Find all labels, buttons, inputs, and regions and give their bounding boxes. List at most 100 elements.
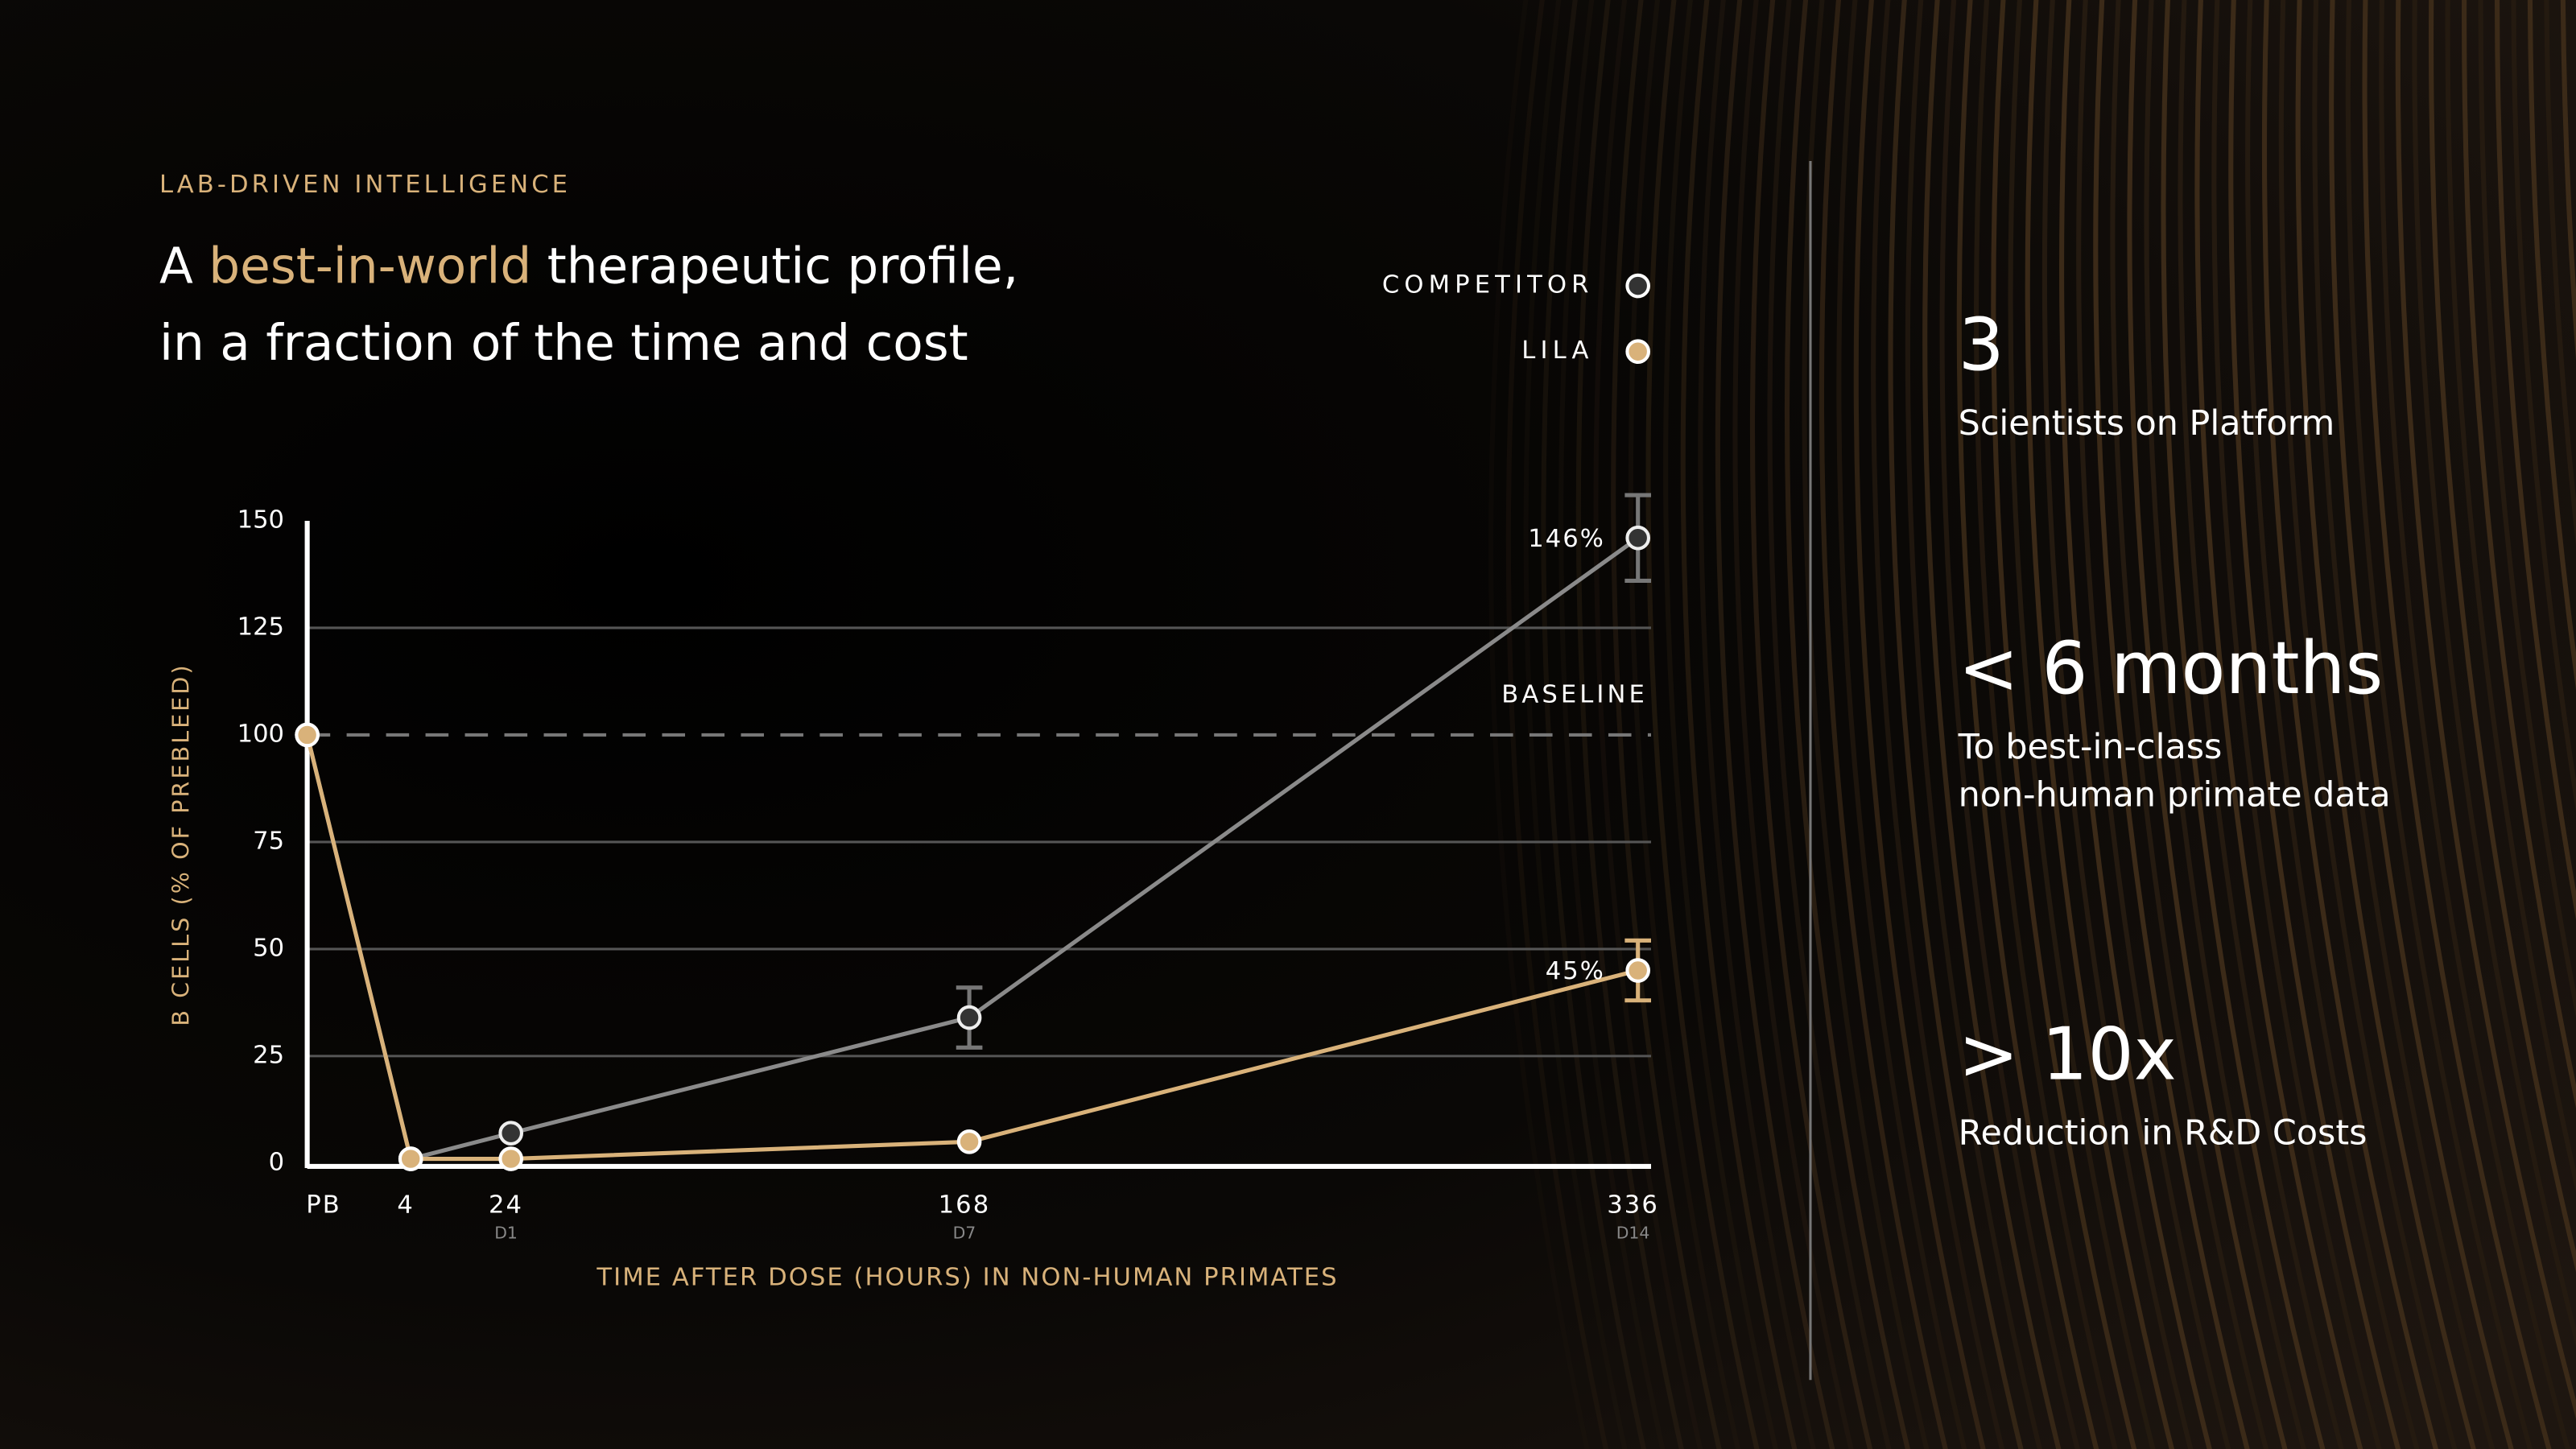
- stripe: [1784, 0, 1911, 1449]
- stripe: [2362, 0, 2552, 1449]
- y-tick-label: 125: [237, 613, 284, 641]
- stripe: [1802, 0, 1930, 1449]
- y-tick-label: 0: [269, 1148, 284, 1176]
- point: [1625, 525, 1650, 551]
- x-tick-label: 24: [489, 1191, 523, 1219]
- stripe: [1715, 0, 1835, 1449]
- stripe: [2245, 0, 2420, 1449]
- stripe: [2041, 0, 2194, 1449]
- stripe: [2345, 0, 2533, 1449]
- legend-label: LILA: [1521, 336, 1593, 365]
- stripe: [1749, 0, 1873, 1449]
- stripe: [1645, 0, 1760, 1449]
- headline-highlight: best-in-world: [208, 237, 531, 295]
- stripe: [1991, 0, 2137, 1449]
- stripe: [1593, 0, 1703, 1449]
- stripe: [1888, 0, 2024, 1449]
- stripe: [2194, 0, 2363, 1449]
- y-tick-label: 100: [237, 720, 284, 748]
- y-tick-label: 75: [253, 827, 284, 855]
- x-tick-sublabel: D7: [953, 1224, 976, 1243]
- stripe: [1558, 0, 1666, 1449]
- stripe: [2445, 0, 2576, 1193]
- headline: A best-in-world therapeutic profile,: [159, 237, 1018, 295]
- stripe: [1628, 0, 1741, 1449]
- stripe: [2144, 0, 2307, 1449]
- stripe: [2008, 0, 2156, 1449]
- stripe: [2211, 0, 2382, 1449]
- stripe: [2228, 0, 2401, 1449]
- point: [398, 1146, 423, 1171]
- chart: 0 25 50 75 100 125 150 BASELINE PB 4 24 D1 168 D7 336 D…: [237, 271, 1659, 1243]
- stripe: [1836, 0, 1967, 1449]
- stripe: [2025, 0, 2175, 1449]
- stripe: [2110, 0, 2269, 1449]
- stripe: [2478, 0, 2576, 1018]
- stripe: [2295, 0, 2476, 1449]
- x-tick-label: 4: [397, 1191, 415, 1219]
- stripe: [2059, 0, 2212, 1449]
- x-tick-label: 336: [1607, 1191, 1659, 1219]
- stripe: [2127, 0, 2288, 1449]
- stripe: [2511, 0, 2576, 812]
- stripe: [1853, 0, 1986, 1449]
- stripe: [2076, 0, 2231, 1449]
- stat-label: Reduction in R&D Costs: [1959, 1113, 2368, 1154]
- stripe: [1767, 0, 1892, 1449]
- legend-swatch: [1625, 273, 1650, 299]
- stripe: [2329, 0, 2514, 1449]
- legend-swatch: [1625, 339, 1650, 365]
- stat-value: < 6 months: [1959, 627, 2384, 711]
- stripe: [1663, 0, 1778, 1449]
- value-label: 146%: [1528, 525, 1605, 553]
- y-tick-label: 50: [253, 934, 284, 962]
- stripe: [1939, 0, 2080, 1449]
- stripe: [2278, 0, 2458, 1449]
- stat-label: Scientists on Platform: [1959, 403, 2335, 444]
- y-tick-label: 150: [237, 506, 284, 534]
- stripe: [2428, 0, 2576, 1273]
- stripe: [2395, 0, 2576, 1419]
- stripe: [2161, 0, 2326, 1449]
- eyebrow: LAB-DRIVEN INTELLIGENCE: [159, 171, 571, 199]
- stripe: [1871, 0, 2005, 1449]
- stripe: [1680, 0, 1798, 1449]
- stats: 3 Scientists on Platform < 6 months To best…: [1958, 303, 2391, 1154]
- baseline-label: BASELINE: [1501, 680, 1648, 708]
- point: [498, 1121, 524, 1146]
- stat-value: 3: [1959, 303, 2004, 387]
- stripe: [1974, 0, 2118, 1449]
- stat-label: non-human primate data: [1959, 774, 2391, 815]
- stripe: [2560, 0, 2576, 360]
- stat-label: To best-in-class: [1958, 727, 2223, 767]
- stat-value: > 10x: [1959, 1013, 2177, 1097]
- stripe: [2544, 0, 2576, 547]
- stripe: [2312, 0, 2496, 1449]
- x-tick-label: PB: [306, 1191, 341, 1219]
- value-label: 45%: [1546, 957, 1605, 985]
- point: [498, 1146, 524, 1171]
- point: [956, 1005, 982, 1030]
- point: [956, 1129, 982, 1154]
- stripe: [2261, 0, 2439, 1449]
- stripe: [1905, 0, 2043, 1449]
- stripe: [1818, 0, 1948, 1449]
- headline-part: therapeutic profile,: [531, 237, 1018, 295]
- headline-part: A: [159, 237, 208, 295]
- stripe: [1698, 0, 1816, 1449]
- point: [295, 722, 320, 748]
- stripe: [2379, 0, 2571, 1449]
- stripe: [1956, 0, 2099, 1449]
- y-tick-label: 25: [253, 1041, 284, 1069]
- stripe: [2494, 0, 2576, 920]
- stripe: [2093, 0, 2250, 1449]
- legend-label: COMPETITOR: [1382, 271, 1594, 299]
- stripe: [2412, 0, 2576, 1348]
- x-tick-sublabel: D1: [494, 1224, 518, 1243]
- x-axis-label: TIME AFTER DOSE (HOURS) IN NON-HUMAN PRI…: [596, 1263, 1338, 1291]
- headline-line2: in a fraction of the time and cost: [159, 315, 968, 372]
- y-axis-label: B CELLS (% OF PREBLEED): [167, 663, 195, 1026]
- stripe: [2462, 0, 2576, 1108]
